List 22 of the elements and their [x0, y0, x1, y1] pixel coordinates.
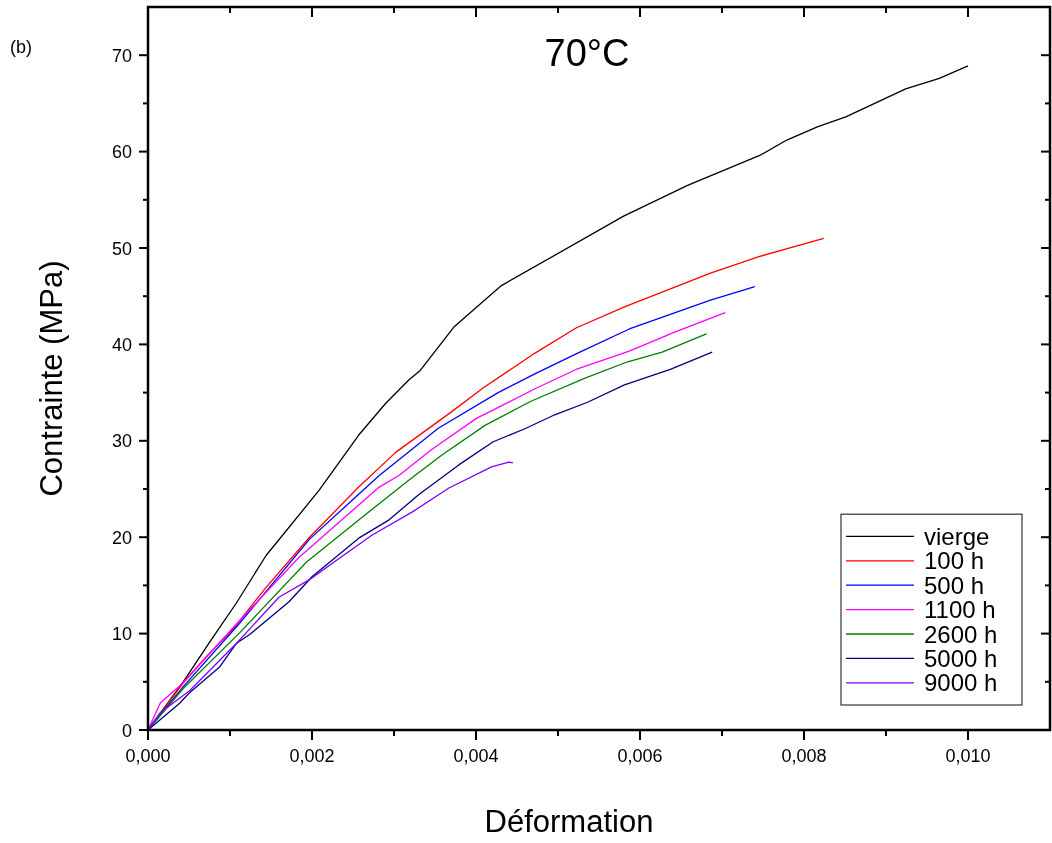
y-tick-label: 0 [121, 720, 132, 741]
legend-label: 9000 h [924, 669, 998, 697]
y-tick-label: 40 [111, 334, 132, 355]
y-tick-label: 70 [111, 45, 132, 66]
y-tick-label: 20 [111, 527, 132, 548]
y-tick-label: 10 [111, 624, 132, 645]
text: 70°C [544, 32, 630, 74]
x-tick-label: 0,010 [945, 746, 991, 766]
text: (b) [10, 37, 32, 57]
x-tick-label: 0,004 [453, 746, 499, 766]
y-axis-title: Contrainte (MPa) [34, 260, 69, 497]
line-series [147, 461, 514, 731]
x-tick-label: 0,002 [289, 746, 335, 766]
x-tick-label: 0,006 [617, 746, 663, 766]
y-tick-label: 60 [111, 142, 132, 163]
x-axis-title: Déformation [484, 804, 654, 839]
x-tick-label: 0,008 [781, 746, 827, 766]
legend-label: vierge [924, 522, 990, 550]
legend-label: 500 h [924, 571, 985, 599]
x-tick-label: 0,000 [125, 746, 171, 766]
y-tick-label: 50 [111, 238, 132, 259]
y-tick-label: 30 [111, 431, 132, 452]
